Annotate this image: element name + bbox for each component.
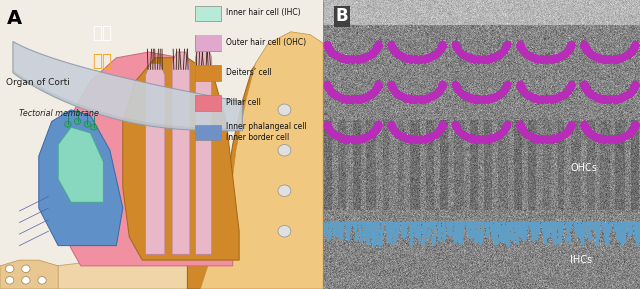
- Text: Inner phalangeal cell
Inner border cell: Inner phalangeal cell Inner border cell: [226, 122, 307, 142]
- Polygon shape: [200, 32, 323, 289]
- Text: Outer hair cell (OHC): Outer hair cell (OHC): [226, 38, 306, 47]
- Text: 央视: 央视: [92, 24, 113, 42]
- Circle shape: [38, 277, 46, 284]
- Polygon shape: [145, 64, 165, 254]
- Bar: [216, 36, 222, 51]
- Circle shape: [22, 265, 30, 273]
- Polygon shape: [123, 58, 239, 260]
- Bar: [203, 36, 209, 51]
- Text: Tectorial membrane: Tectorial membrane: [19, 109, 99, 118]
- Text: B: B: [336, 7, 349, 25]
- Circle shape: [278, 144, 291, 156]
- Text: Deiters’ cell: Deiters’ cell: [226, 68, 271, 77]
- Bar: [195, 95, 221, 110]
- Text: 新闻: 新闻: [92, 52, 113, 71]
- Circle shape: [278, 185, 291, 197]
- Circle shape: [90, 124, 97, 130]
- Text: A: A: [6, 9, 22, 28]
- Polygon shape: [172, 52, 190, 254]
- Circle shape: [74, 118, 81, 124]
- Text: OHCs: OHCs: [570, 163, 597, 173]
- Polygon shape: [58, 127, 104, 202]
- Polygon shape: [196, 46, 212, 254]
- Text: Pillar cell: Pillar cell: [226, 97, 260, 107]
- Bar: [195, 36, 221, 51]
- Bar: [195, 125, 221, 140]
- Circle shape: [278, 225, 291, 237]
- Circle shape: [278, 104, 291, 116]
- Bar: [195, 65, 221, 81]
- Polygon shape: [39, 110, 123, 246]
- Circle shape: [6, 277, 14, 284]
- Bar: [209, 36, 216, 51]
- Polygon shape: [0, 260, 58, 289]
- Polygon shape: [13, 41, 243, 131]
- Text: IHCs: IHCs: [570, 255, 593, 265]
- Bar: [195, 6, 221, 21]
- Text: Inner hair cell (IHC): Inner hair cell (IHC): [226, 8, 301, 17]
- Polygon shape: [58, 52, 233, 266]
- Circle shape: [65, 121, 71, 127]
- Circle shape: [84, 121, 90, 127]
- Text: Organ of Corti: Organ of Corti: [6, 78, 70, 87]
- Circle shape: [6, 265, 14, 273]
- Circle shape: [22, 277, 30, 284]
- Bar: [196, 36, 203, 51]
- Polygon shape: [188, 43, 323, 289]
- Polygon shape: [0, 237, 323, 289]
